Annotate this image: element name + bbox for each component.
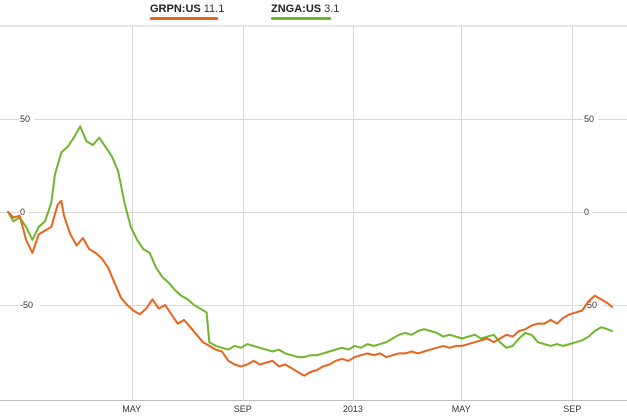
legend-ticker: ZNGA:US bbox=[271, 3, 322, 15]
y-tick-label-bg bbox=[583, 299, 604, 310]
x-tick-label: MAY bbox=[452, 404, 471, 414]
x-tick-label: SEP bbox=[234, 404, 252, 414]
series-line-znga-us bbox=[7, 125, 613, 359]
y-tick-label-bg bbox=[583, 206, 593, 217]
legend-swatch bbox=[150, 17, 218, 20]
x-tick-label: 2013 bbox=[343, 404, 363, 414]
chart-legend: GRPN:US 11.1 ZNGA:US 3.1 bbox=[0, 0, 627, 22]
legend-item-grpn[interactable]: GRPN:US 11.1 bbox=[150, 3, 225, 20]
y-tick-label-right: 0 bbox=[584, 207, 589, 217]
legend-swatch bbox=[271, 17, 331, 20]
legend-value: 11.1 bbox=[203, 3, 225, 15]
legend-ticker: GRPN:US bbox=[150, 3, 201, 15]
legend-value: 3.1 bbox=[324, 3, 340, 15]
y-tick-label-left: 0 bbox=[20, 207, 25, 217]
legend-item-znga[interactable]: ZNGA:US 3.1 bbox=[271, 3, 340, 20]
y-tick-label-left: 50 bbox=[20, 114, 30, 124]
y-tick-label-bg bbox=[19, 206, 29, 217]
y-tick-label-left: -50 bbox=[20, 300, 33, 310]
x-tick-label: MAY bbox=[122, 404, 141, 414]
y-tick-label-bg bbox=[19, 299, 40, 310]
y-tick-label-bg bbox=[19, 113, 34, 124]
series-line-grpn-us bbox=[7, 199, 613, 377]
y-tick-label-bg bbox=[583, 113, 598, 124]
x-tick-label: SEP bbox=[563, 404, 581, 414]
y-tick-label-right: 50 bbox=[584, 114, 594, 124]
y-tick-label-right: -50 bbox=[584, 300, 597, 310]
